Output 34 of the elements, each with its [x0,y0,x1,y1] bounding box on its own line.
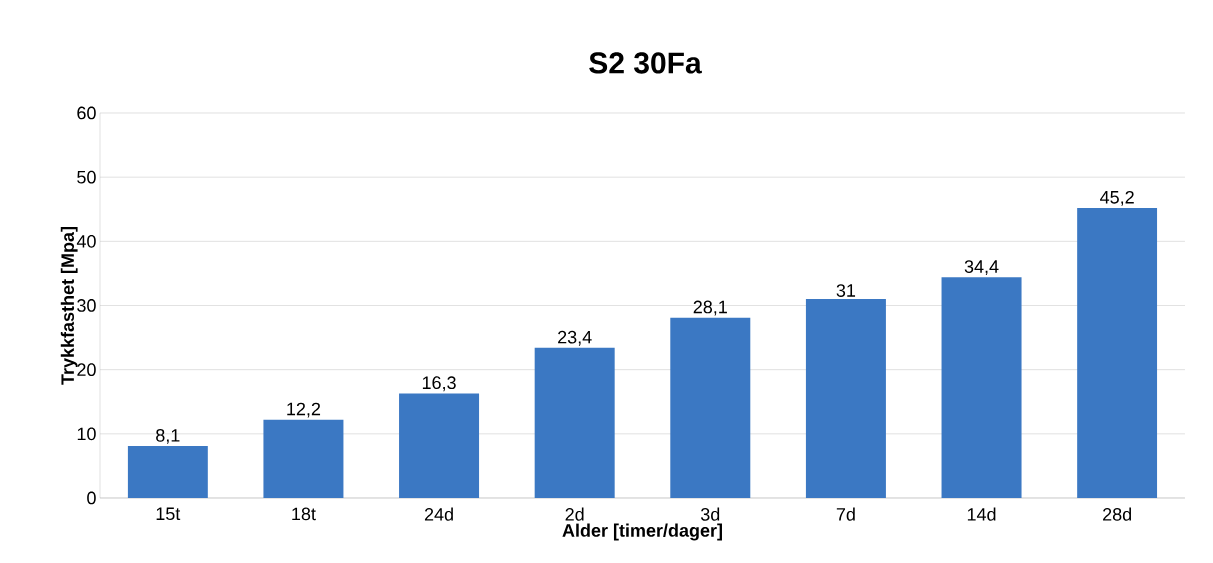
data-label: 28,1 [693,300,727,316]
data-label: 34,4 [964,260,999,276]
data-label: 8,1 [156,428,180,444]
x-axis-title: Alder [timer/dager] [562,523,722,541]
y-tick-label: 40 [76,234,96,248]
data-label: 16,3 [422,376,456,392]
bar [805,299,886,498]
y-tick-label: 0 [87,491,96,505]
y-tick-label: 10 [77,427,96,441]
y-tick-label: 20 [77,363,96,377]
bar [941,277,1022,498]
y-tick-label: 60 [77,106,96,120]
x-tick-label: 7d [836,507,855,521]
bar [263,419,344,498]
x-tick-label: 24d [424,507,453,521]
x-tick-label: 18t [292,507,316,521]
y-tick-label: 30 [77,299,96,312]
x-tick-label: 14d [967,507,996,521]
x-tick-label: 15t [156,507,181,521]
x-tick-label: 3d [700,507,720,521]
data-label: 45,2 [1100,190,1134,206]
data-label: 31 [836,284,856,297]
x-tick-label: 28d [1103,507,1132,521]
bar [399,393,480,498]
data-label: 23,4 [558,330,592,346]
y-tick-label: 50 [77,170,96,184]
bar [670,317,751,498]
chart-title: S2 30Fa [589,52,702,74]
bar [1077,207,1158,498]
y-axis-title: Trykkfasthet [Mpa] [60,227,78,385]
bar [534,347,615,498]
data-label: 12,2 [287,402,321,418]
x-tick-label: 2d [565,507,584,521]
bar [127,446,208,498]
